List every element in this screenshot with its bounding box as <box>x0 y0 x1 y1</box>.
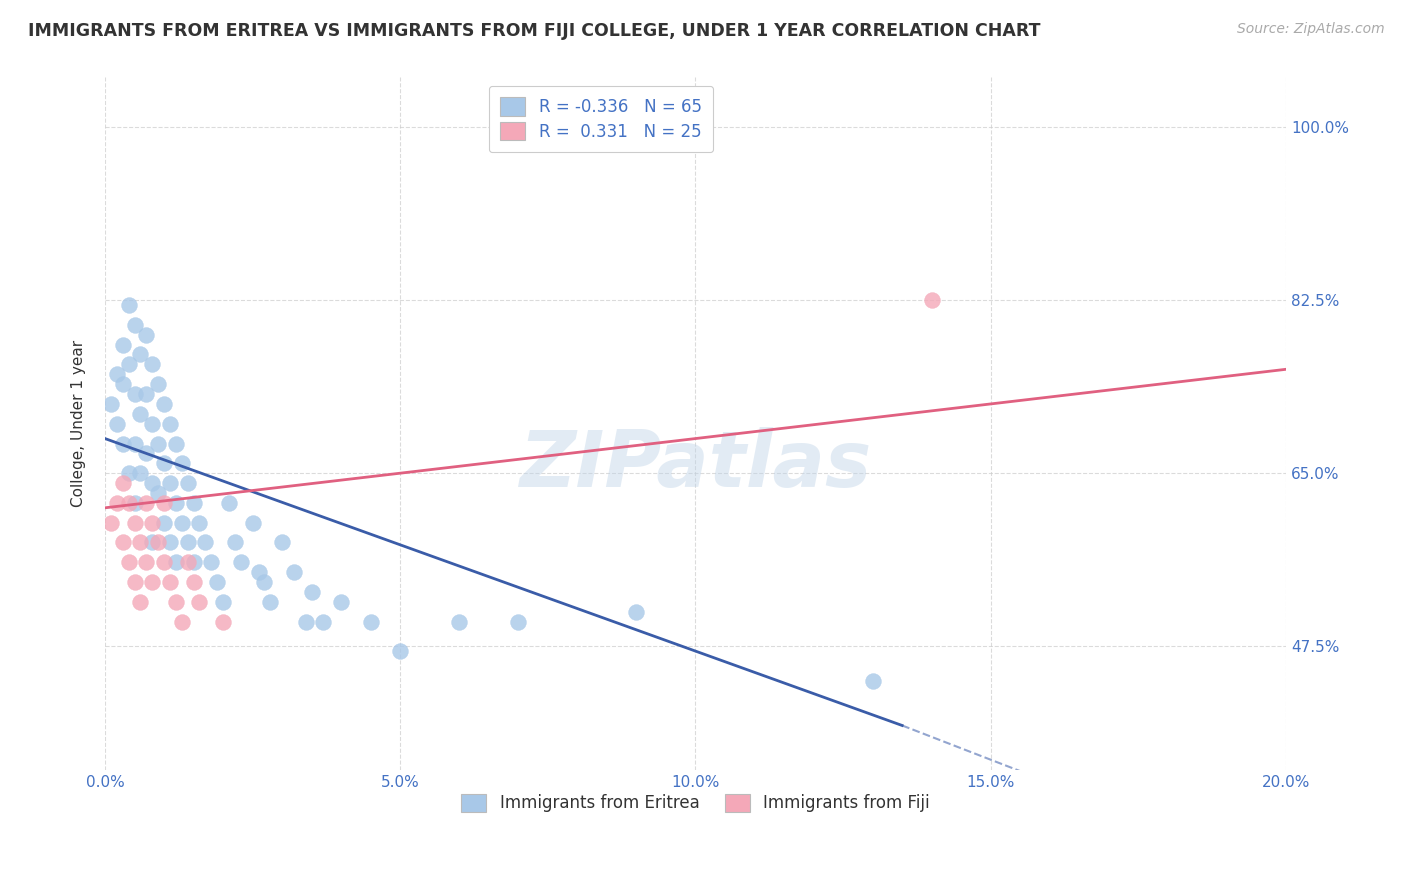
Point <box>105 417 128 431</box>
Point <box>111 535 134 549</box>
Point <box>212 615 235 629</box>
Point <box>242 516 264 530</box>
Point <box>271 535 294 549</box>
Point <box>135 555 157 569</box>
Point <box>111 337 134 351</box>
Point <box>153 456 176 470</box>
Point <box>111 436 134 450</box>
Point <box>117 555 139 569</box>
Point <box>105 368 128 382</box>
Point <box>146 486 169 500</box>
Point <box>141 357 163 371</box>
Point <box>111 377 134 392</box>
Point <box>100 397 122 411</box>
Point <box>129 466 152 480</box>
Point <box>135 327 157 342</box>
Point <box>124 387 146 401</box>
Point <box>117 298 139 312</box>
Point <box>360 615 382 629</box>
Point <box>141 535 163 549</box>
Point <box>165 496 187 510</box>
Point <box>135 387 157 401</box>
Point <box>159 574 181 589</box>
Point <box>259 595 281 609</box>
Text: IMMIGRANTS FROM ERITREA VS IMMIGRANTS FROM FIJI COLLEGE, UNDER 1 YEAR CORRELATIO: IMMIGRANTS FROM ERITREA VS IMMIGRANTS FR… <box>28 22 1040 40</box>
Point <box>124 516 146 530</box>
Legend: Immigrants from Eritrea, Immigrants from Fiji: Immigrants from Eritrea, Immigrants from… <box>450 782 941 824</box>
Point <box>129 347 152 361</box>
Point <box>170 615 193 629</box>
Point <box>253 574 276 589</box>
Text: Source: ZipAtlas.com: Source: ZipAtlas.com <box>1237 22 1385 37</box>
Point <box>188 516 211 530</box>
Point <box>124 496 146 510</box>
Point <box>330 595 353 609</box>
Point <box>247 565 270 579</box>
Point <box>389 644 412 658</box>
Point <box>229 555 252 569</box>
Point <box>100 516 122 530</box>
Point <box>141 417 163 431</box>
Point <box>117 357 139 371</box>
Point <box>146 377 169 392</box>
Point <box>111 476 134 491</box>
Point <box>153 516 176 530</box>
Point <box>176 555 198 569</box>
Text: ZIPatlas: ZIPatlas <box>519 427 872 503</box>
Point <box>170 516 193 530</box>
Point <box>176 476 198 491</box>
Point <box>146 535 169 549</box>
Point <box>165 555 187 569</box>
Point <box>159 535 181 549</box>
Point <box>170 456 193 470</box>
Point <box>129 595 152 609</box>
Point <box>141 516 163 530</box>
Point <box>283 565 305 579</box>
Point <box>141 574 163 589</box>
Point <box>194 535 217 549</box>
Point <box>508 615 530 629</box>
Y-axis label: College, Under 1 year: College, Under 1 year <box>72 340 86 508</box>
Point <box>165 436 187 450</box>
Point <box>224 535 246 549</box>
Point <box>153 555 176 569</box>
Point <box>165 595 187 609</box>
Point <box>117 466 139 480</box>
Point <box>205 574 228 589</box>
Point <box>626 605 648 619</box>
Point <box>124 318 146 332</box>
Point <box>105 496 128 510</box>
Point <box>312 615 335 629</box>
Point <box>159 417 181 431</box>
Point <box>146 436 169 450</box>
Point <box>294 615 316 629</box>
Point <box>183 555 205 569</box>
Point <box>153 496 176 510</box>
Point <box>921 293 943 307</box>
Point <box>449 615 471 629</box>
Point <box>159 476 181 491</box>
Point <box>135 496 157 510</box>
Point <box>176 535 198 549</box>
Point <box>141 476 163 491</box>
Point <box>212 595 235 609</box>
Point <box>124 436 146 450</box>
Point <box>117 496 139 510</box>
Point <box>218 496 240 510</box>
Point <box>153 397 176 411</box>
Point <box>129 407 152 421</box>
Point <box>183 496 205 510</box>
Point <box>200 555 222 569</box>
Point <box>188 595 211 609</box>
Point <box>129 535 152 549</box>
Point <box>183 574 205 589</box>
Point <box>301 585 323 599</box>
Point <box>135 446 157 460</box>
Point <box>124 574 146 589</box>
Point <box>862 673 884 688</box>
